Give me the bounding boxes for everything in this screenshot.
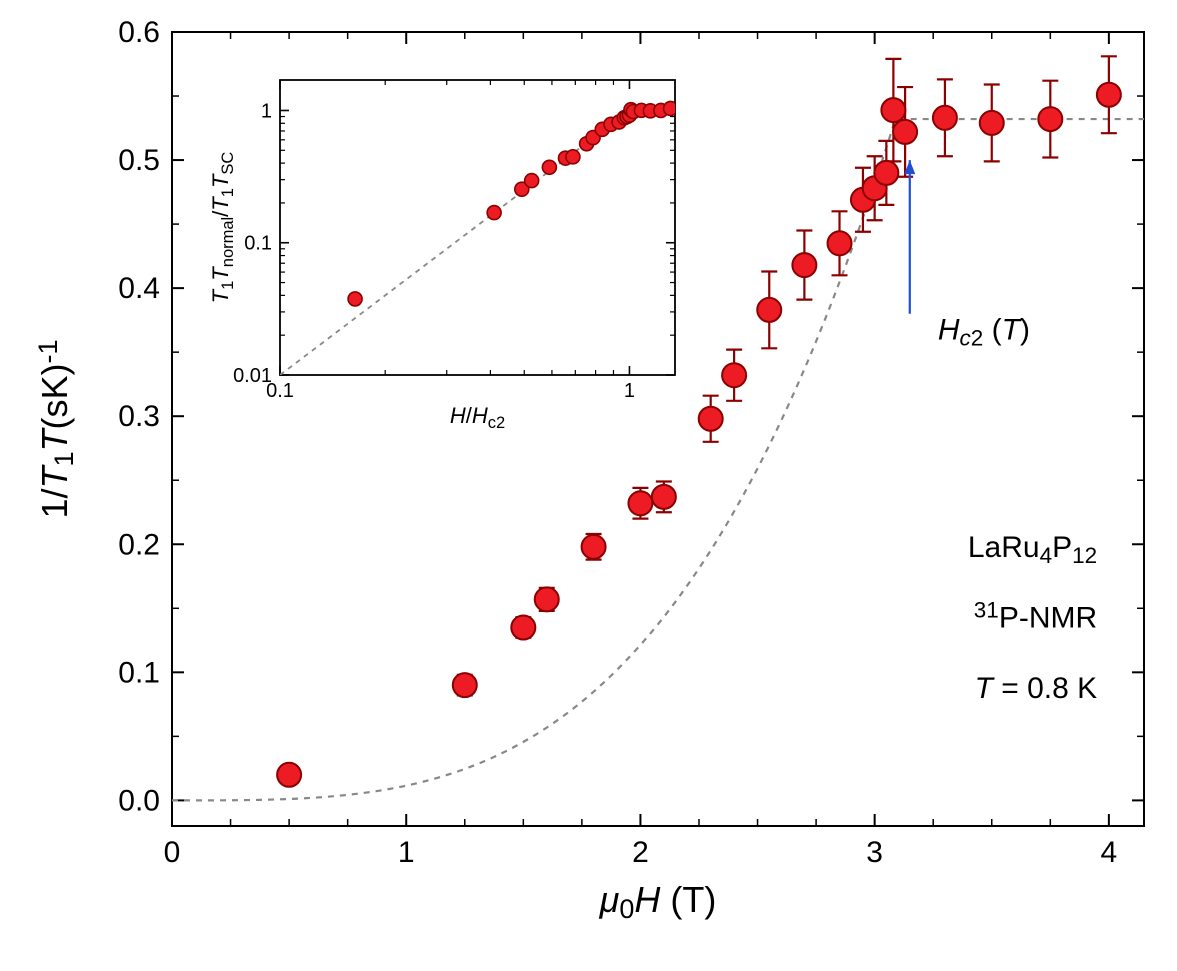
inset-data-point	[542, 160, 556, 174]
data-point	[453, 673, 477, 697]
temperature-label: T = 0.8 K	[975, 672, 1098, 705]
data-point	[874, 161, 898, 185]
y-tick-label: 0.0	[118, 784, 160, 817]
data-point	[722, 363, 746, 387]
inset-y-tick-label: 1	[261, 100, 272, 122]
data-point	[535, 587, 559, 611]
inset-data-point	[525, 174, 539, 188]
data-point	[881, 98, 905, 122]
data-point	[277, 763, 301, 787]
chart-svg: 0 1 2 3 4 0.0 0.1 0.2 0.3 0.4 0.5 0.6 μ0H (T) 1/T1T(s…	[0, 0, 1177, 971]
data-point	[893, 120, 917, 144]
data-point	[628, 491, 652, 515]
data-point	[828, 231, 852, 255]
data-point	[511, 616, 535, 640]
data-point	[582, 535, 606, 559]
data-point	[980, 111, 1004, 135]
inset-x-tick-label: 1	[624, 380, 635, 402]
chart-root: 0 1 2 3 4 0.0 0.1 0.2 0.3 0.4 0.5 0.6 μ0H (T) 1/T1T(s…	[0, 0, 1177, 971]
data-point	[757, 298, 781, 322]
data-point	[652, 485, 676, 509]
inset-data-point	[566, 150, 580, 164]
y-tick-label: 0.5	[118, 144, 160, 177]
hc2-label: Hc2 (T)	[938, 313, 1030, 350]
x-tick-label: 1	[398, 836, 415, 869]
inset-y-tick-label: 0.01	[233, 365, 272, 387]
data-point	[1038, 107, 1062, 131]
inset-y-tick-label: 0.1	[244, 233, 272, 255]
data-point	[933, 106, 957, 130]
data-point	[699, 407, 723, 431]
x-tick-label: 0	[164, 836, 181, 869]
x-tick-label: 3	[866, 836, 883, 869]
x-axis-title: μ0H (T)	[599, 879, 717, 924]
inset-data-point	[487, 206, 501, 220]
y-axis-title: 1/T1T(sK)-1	[33, 339, 79, 518]
y-tick-label: 0.6	[118, 16, 160, 49]
y-tick-label: 0.2	[118, 528, 160, 561]
y-tick-label: 0.1	[118, 656, 160, 689]
data-point	[1097, 83, 1121, 107]
x-tick-label: 2	[632, 836, 649, 869]
inset-data-point	[348, 292, 362, 306]
y-tick-label: 0.3	[118, 400, 160, 433]
x-tick-label: 4	[1101, 836, 1118, 869]
data-point	[792, 253, 816, 277]
y-tick-label: 0.4	[118, 272, 160, 305]
